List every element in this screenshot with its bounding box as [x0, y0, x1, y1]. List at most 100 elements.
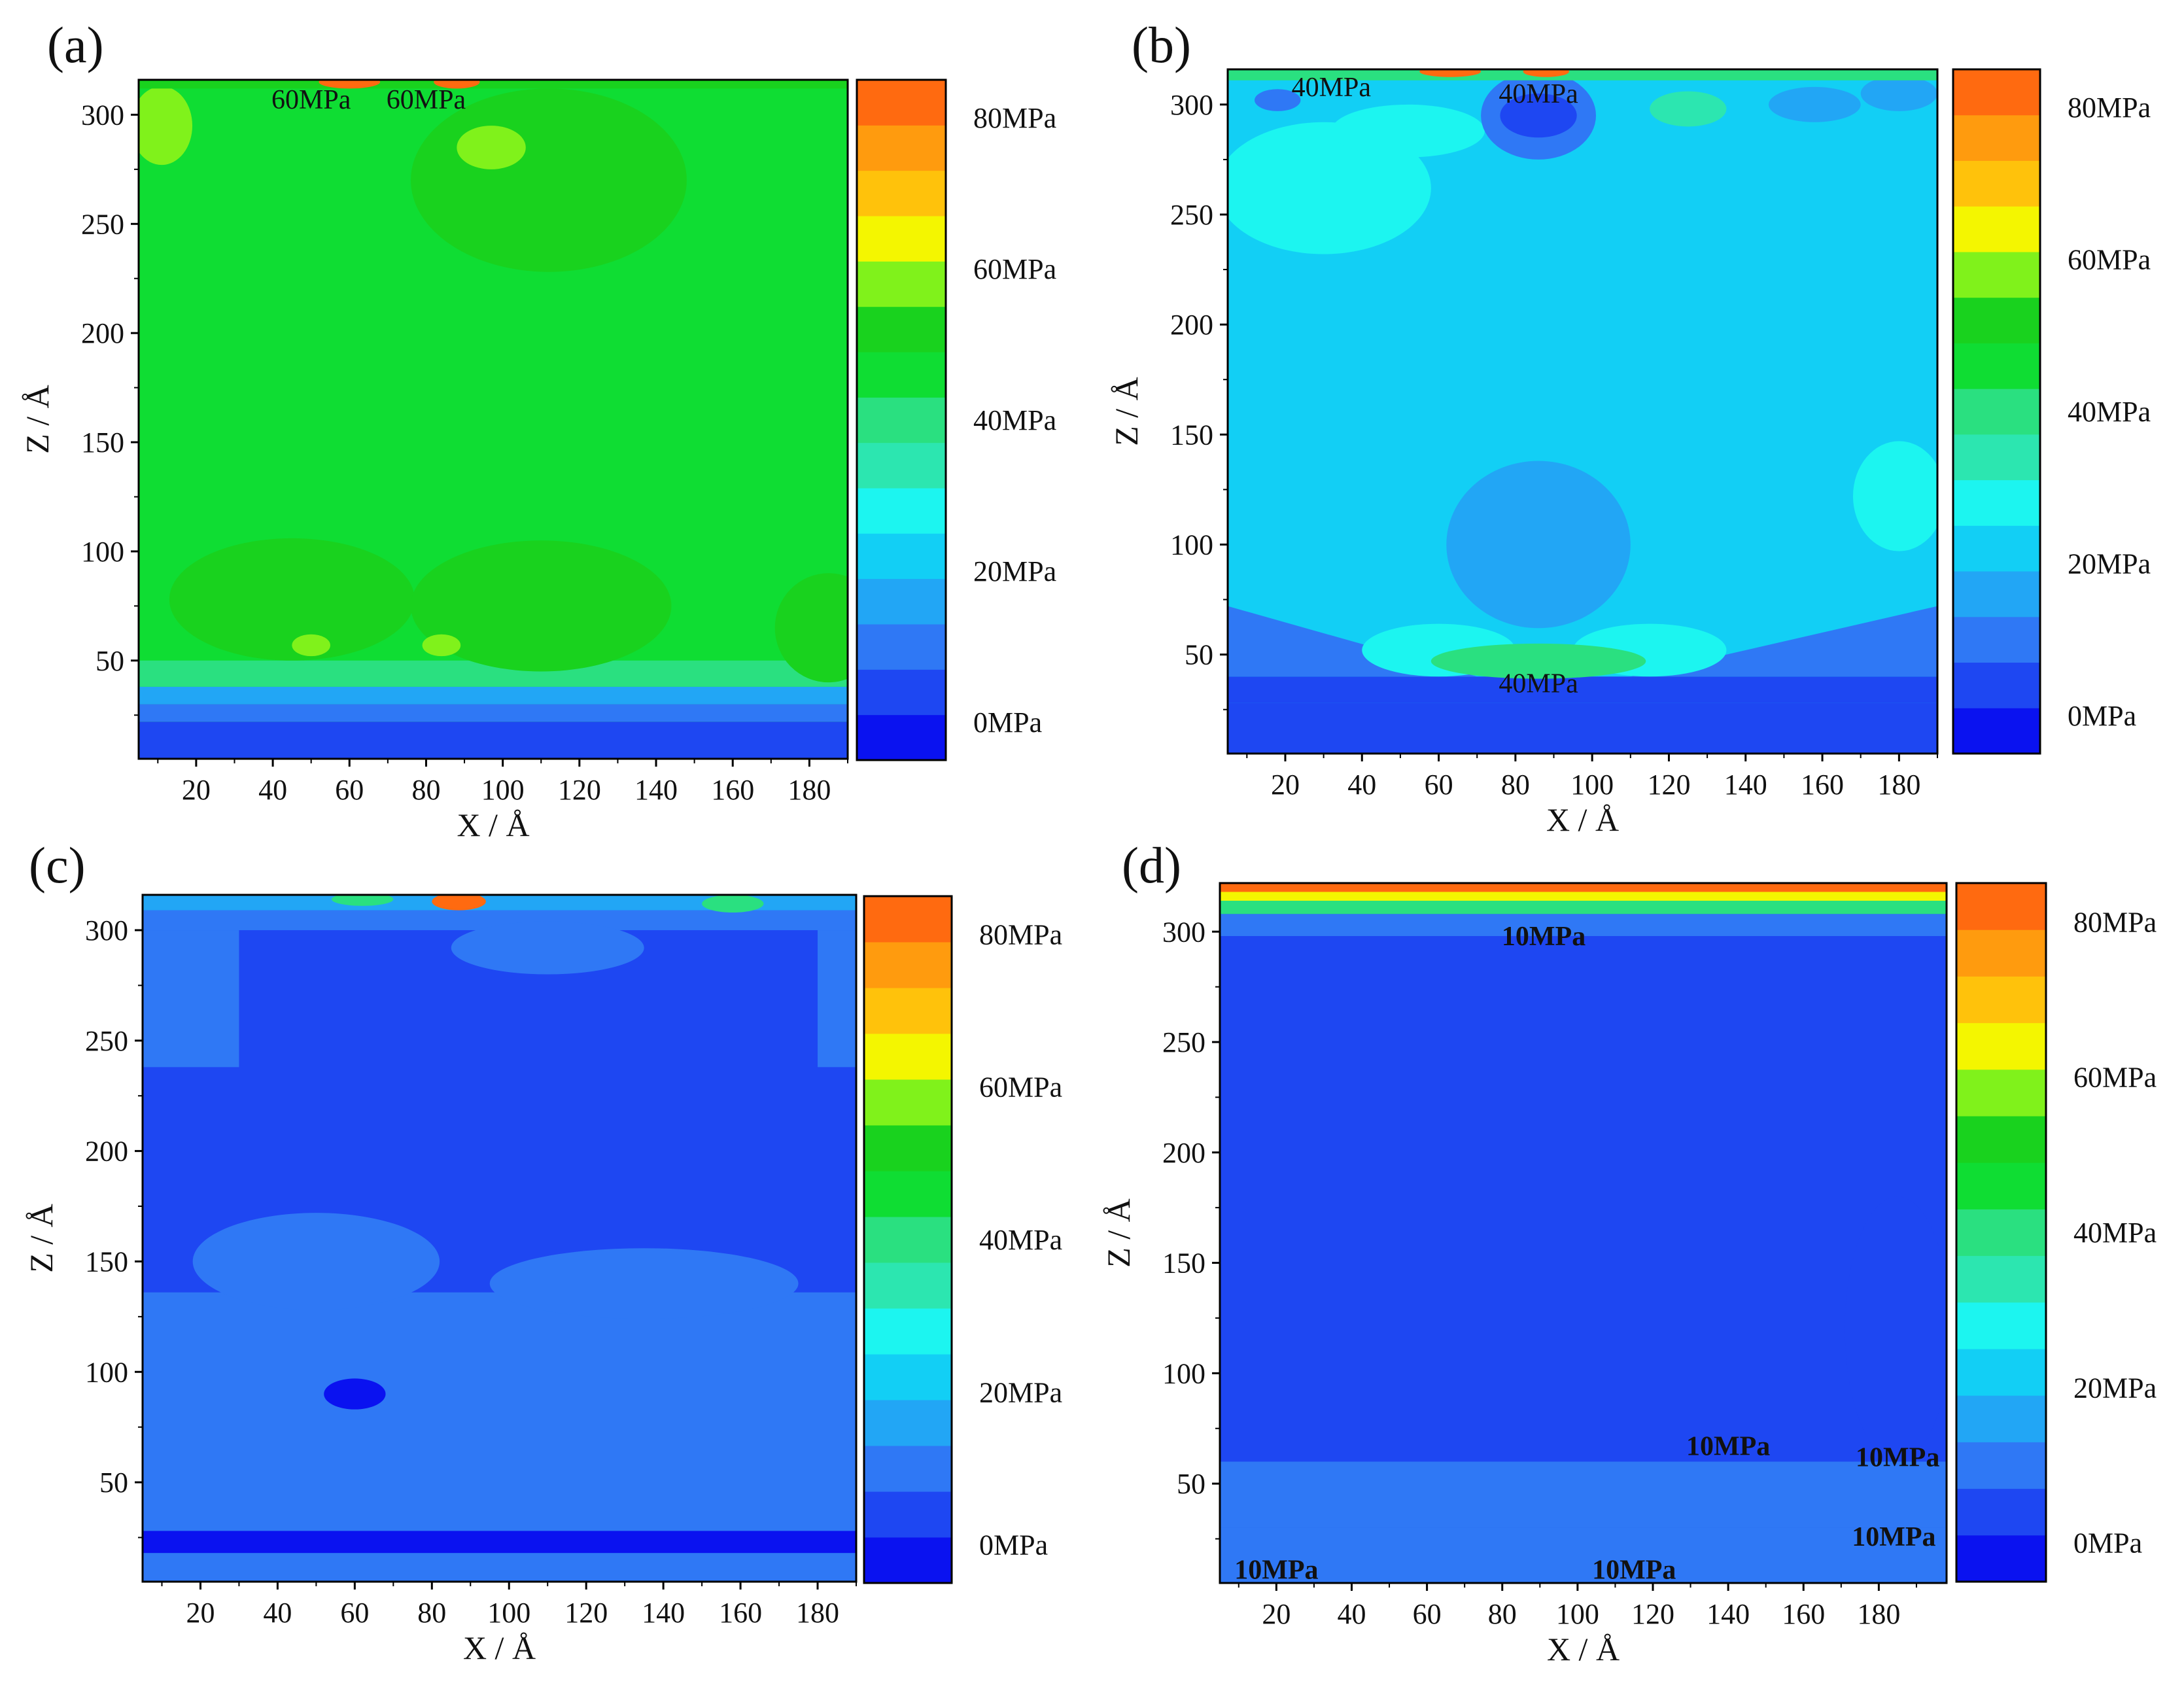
colorbar-segment — [857, 714, 946, 761]
panel-label-c: (c) — [29, 837, 86, 894]
x-tick-label: 120 — [564, 1597, 608, 1629]
y-tick-label: 250 — [1162, 1026, 1205, 1058]
colorbar: 0MPa 20MPa 40MPa 60MPa 80MPa — [1952, 68, 2151, 755]
stress-band — [143, 1531, 856, 1554]
x-axis-label: X / Å — [457, 807, 529, 843]
colorbar-segment — [857, 669, 946, 716]
y-tick-label: 100 — [1170, 529, 1213, 561]
colorbar-label: 80MPa — [973, 102, 1056, 134]
x-axis-label: X / Å — [463, 1629, 536, 1666]
colorbar-label: 80MPa — [2073, 906, 2157, 938]
x-tick-label: 20 — [1262, 1598, 1291, 1630]
x-tick-label: 120 — [1647, 769, 1690, 801]
stress-band — [143, 1292, 856, 1531]
stress-region — [1768, 86, 1861, 122]
y-tick-label: 300 — [85, 914, 128, 947]
y-tick-label: 300 — [1162, 916, 1205, 948]
colorbar-segment — [864, 1034, 952, 1080]
stress-band — [1228, 676, 1937, 703]
colorbar: 0MPa 20MPa 40MPa 60MPa 80MPa — [1955, 882, 2157, 1583]
stress-annotation: 10MPa — [1852, 1522, 1935, 1552]
colorbar-segment — [1953, 434, 2040, 481]
stress-region — [432, 895, 486, 911]
stress-band — [143, 1553, 856, 1582]
stress-annotation: 10MPa — [1686, 1432, 1770, 1462]
x-tick-label: 80 — [411, 774, 440, 806]
colorbar-segment — [864, 1217, 952, 1263]
x-tick-label: 160 — [711, 774, 754, 806]
x-tick-label: 20 — [1271, 769, 1300, 801]
colorbar-segment — [864, 1446, 952, 1492]
stress-region — [1523, 69, 1569, 77]
colorbar-segment — [857, 624, 946, 670]
colorbar-segment — [864, 1491, 952, 1538]
colorbar-label: 80MPa — [2068, 92, 2151, 124]
y-tick-label: 300 — [81, 99, 124, 131]
colorbar-segment — [1956, 1255, 2046, 1303]
panel-b: 20 40 60 80 100 120 140 160 180 50 100 150 200 250 300… — [1108, 68, 2151, 838]
y-axis-label: Z / Å — [1108, 377, 1145, 446]
x-tick-label: 180 — [1877, 769, 1920, 801]
colorbar: 0MPa 20MPa 40MPa 60MPa 80MPa — [863, 895, 1062, 1584]
colorbar-segment — [1953, 708, 2040, 754]
y-tick-label: 150 — [85, 1245, 128, 1278]
stress-band — [1220, 1185, 1947, 1462]
colorbar-segment — [1956, 1162, 2046, 1209]
stress-band — [818, 930, 856, 1068]
colorbar-segment — [857, 216, 946, 262]
colorbar-label: 0MPa — [973, 706, 1042, 739]
x-tick-label: 40 — [1337, 1598, 1366, 1630]
stress-region — [434, 80, 480, 89]
stress-band — [1220, 901, 1947, 914]
colorbar-segment — [1953, 389, 2040, 435]
y-tick-label: 100 — [1162, 1357, 1205, 1389]
plot-frame — [1219, 882, 1948, 1584]
stress-region — [331, 895, 394, 906]
y-tick-label: 150 — [81, 426, 124, 459]
x-tick-label: 40 — [263, 1597, 292, 1629]
stress-region — [774, 573, 848, 683]
x-tick-label: 80 — [417, 1597, 446, 1629]
colorbar-segment — [1956, 1488, 2046, 1536]
stress-region — [1860, 76, 1937, 111]
stress-annotation: 10MPa — [1234, 1556, 1318, 1586]
stress-region — [169, 538, 415, 661]
x-tick-label: 60 — [340, 1597, 369, 1629]
stress-band — [143, 930, 239, 1068]
colorbar-label: 0MPa — [2073, 1527, 2142, 1559]
colorbar-segment — [1953, 525, 2040, 572]
stress-band — [139, 686, 848, 704]
colorbar-segment — [857, 125, 946, 171]
x-tick-label: 40 — [1347, 769, 1376, 801]
colorbar-label: 40MPa — [2073, 1217, 2157, 1249]
colorbar-segment — [864, 1537, 952, 1584]
colorbar-segment — [1953, 206, 2040, 252]
stress-band — [1228, 69, 1937, 80]
stress-annotation: 40MPa — [1292, 73, 1372, 103]
stress-band — [1220, 883, 1947, 892]
colorbar-segment — [1953, 114, 2040, 161]
x-tick-label: 140 — [1707, 1598, 1750, 1630]
colorbar-segment — [1956, 883, 2046, 930]
colorbar-segment — [1956, 976, 2046, 1024]
panel-label-b: (b) — [1132, 16, 1191, 73]
x-tick-label: 80 — [1501, 769, 1530, 801]
colorbar-frame — [856, 78, 947, 761]
stress-region — [1852, 441, 1937, 551]
x-tick-label: 60 — [335, 774, 364, 806]
stress-region — [292, 634, 330, 657]
stress-field — [1228, 69, 1937, 754]
colorbar-segment — [864, 1262, 952, 1309]
stress-field — [139, 80, 848, 759]
y-tick-label: 50 — [1177, 1468, 1205, 1500]
colorbar-segment — [857, 533, 946, 580]
y-tick-label: 100 — [81, 536, 124, 568]
y-tick-label: 200 — [1170, 309, 1213, 341]
colorbar-segment — [864, 988, 952, 1034]
colorbar-label: 20MPa — [2068, 548, 2151, 580]
panel-d: 20 40 60 80 100 120 140 160 180 50 100 150 200 250 300… — [1100, 882, 2157, 1667]
colorbar-segment — [1956, 1302, 2046, 1349]
colorbar-segment — [1956, 1442, 2046, 1489]
x-tick-label: 160 — [1801, 769, 1844, 801]
